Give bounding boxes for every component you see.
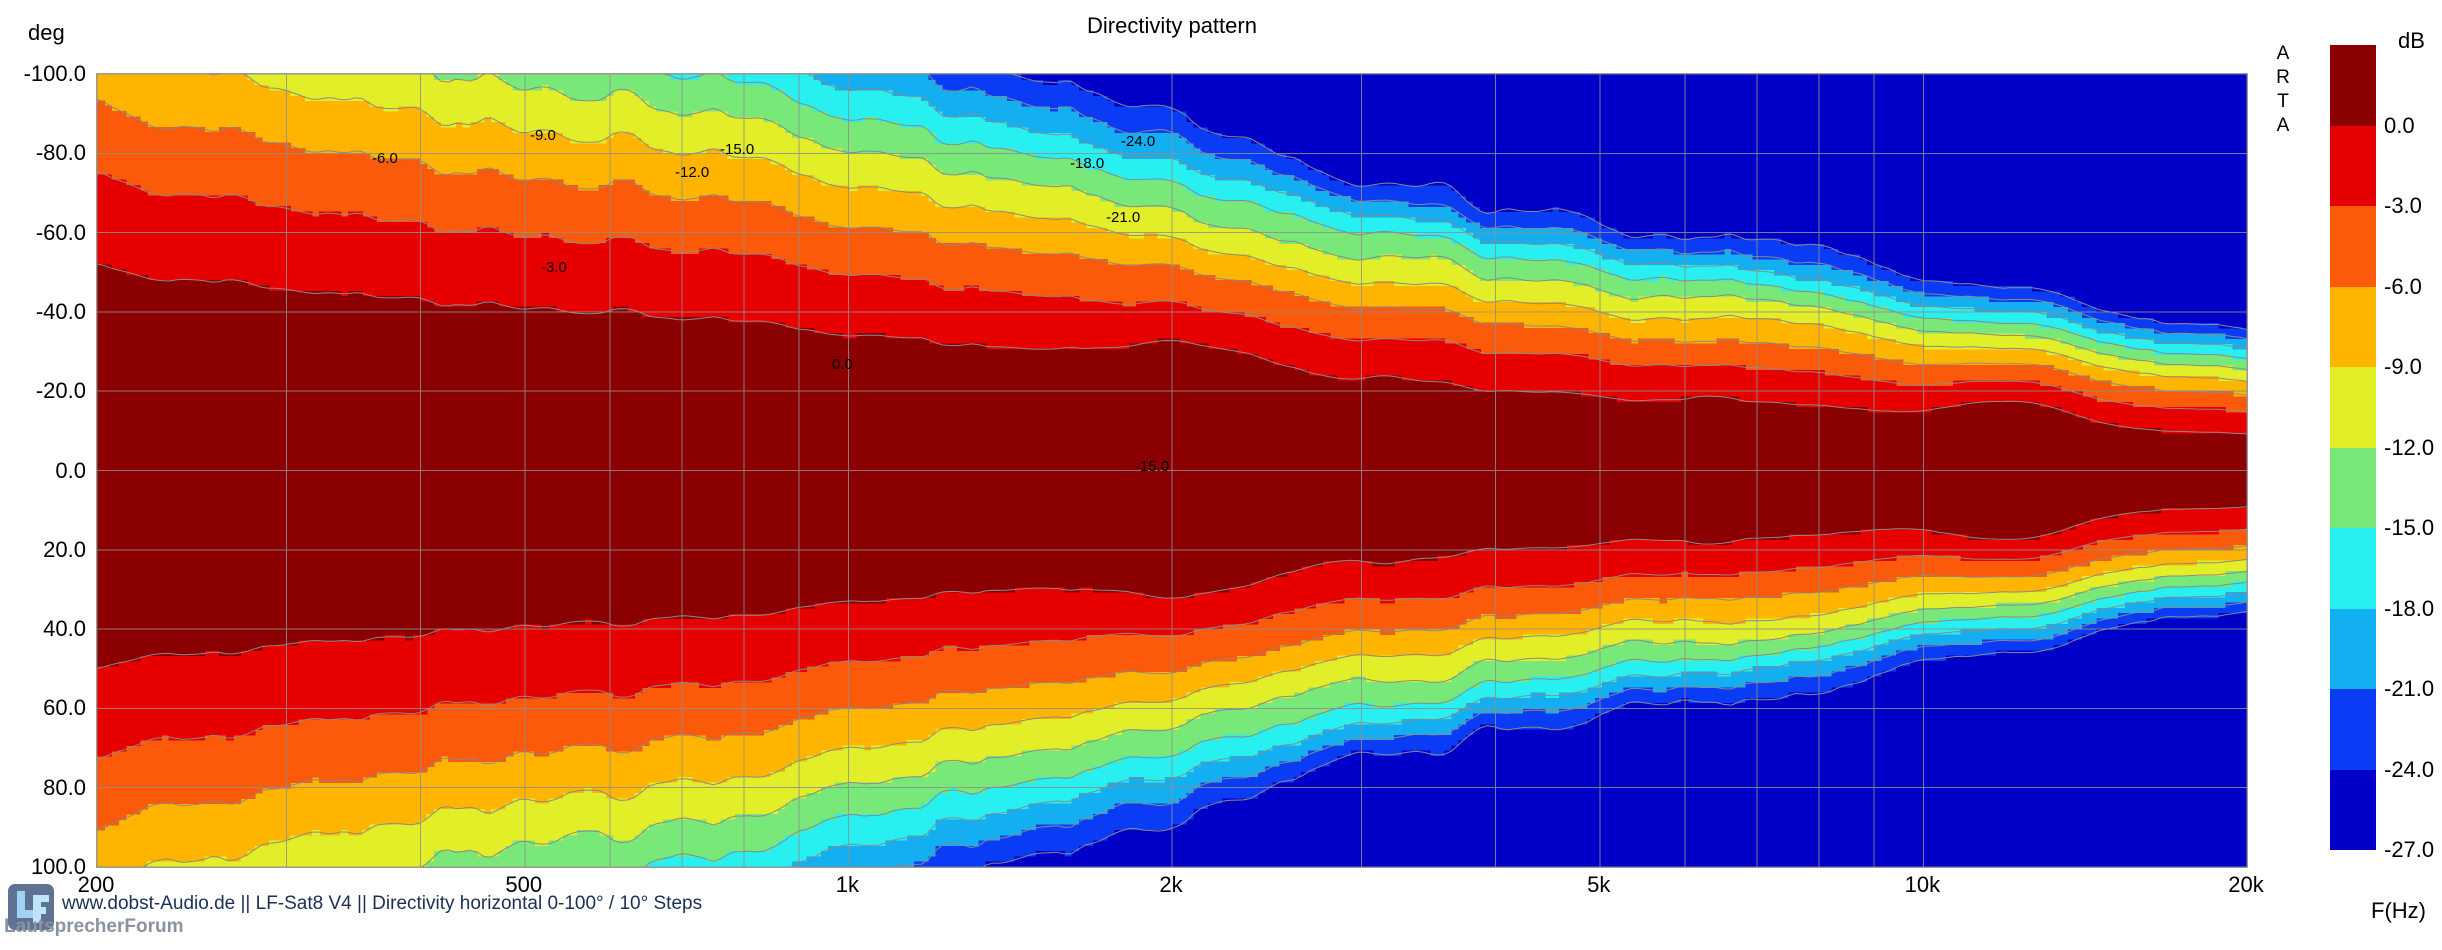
x-tick-label: 10k [1904,872,1941,897]
plot-grid [97,74,2247,867]
y-tick-label: 20.0 [43,536,86,562]
y-tick-label: -40.0 [35,298,86,324]
colorbar-tick-label: -9.0 [2384,354,2422,379]
y-tick-label: -20.0 [35,378,86,404]
colorbar-tick-label: -3.0 [2384,193,2422,218]
contour-label: -12.0 [675,164,709,181]
y-tick-label: -100.0 [23,61,86,86]
contour-label: -15.0 [1135,458,1169,475]
footer-caption: www.dobst-Audio.de || LF-Sat8 V4 || Dire… [62,893,703,914]
colorbar-tick-label: -18.0 [2384,595,2435,621]
colorbar-band [2330,528,2376,609]
y-tick-label: 80.0 [43,774,86,800]
x-tick-label: 200 [77,872,115,897]
colorbar-band [2330,125,2376,206]
colorbar-tick-label: -24.0 [2384,756,2435,782]
y-tick-label: -80.0 [35,140,86,166]
colorbar-tick-label: -12.0 [2384,434,2435,460]
colorbar-tick-label: -15.0 [2384,515,2435,540]
colorbar-band [2330,45,2376,126]
colorbar-tick-label: -27.0 [2384,837,2435,862]
colorbar-band [2330,367,2376,448]
contour-label: -21.0 [1106,209,1140,226]
colorbar-tick-label: -21.0 [2384,676,2435,701]
arta-letter: R [2276,67,2290,88]
colorbar-tick-label: -6.0 [2384,273,2422,299]
colorbar-band [2330,286,2376,367]
logo-text: LautsprecherForum [4,916,184,937]
contour-label: 0.0 [832,356,853,373]
page-title-text: Directivity pattern [1087,13,1257,38]
page-title: Directivity pattern [96,13,2248,39]
y-tick-label: 60.0 [43,695,86,721]
x-tick-label: 2k [1159,872,1183,897]
colorbar-band [2330,689,2376,770]
contour-canvas: -6.0 -9.0 -12.0 -15.0 -24.0 -18.0 -21.0 -3.0 0.0… [97,74,2247,867]
contour-label: -9.0 [530,127,556,144]
lf-logo-icon [8,884,54,930]
contour-band-fill [97,100,2247,831]
colorbar-band [2330,206,2376,287]
arta-letter: A [2276,115,2290,136]
x-tick-label: 5k [1587,872,1611,897]
contour-band-fill [985,74,2247,867]
y-axis-label: deg [28,20,65,45]
colorbar [2330,45,2376,850]
x-tick-label: 1k [835,872,860,897]
contour-label: -24.0 [1121,133,1155,150]
arta-letter: T [2277,91,2289,112]
x-tick-label: 500 [505,872,543,897]
colorbar-band [2330,447,2376,528]
y-tick-label: -60.0 [35,219,86,245]
colorbar-band [2330,608,2376,689]
y-tick-label: 100.0 [30,854,86,879]
contour-label: -6.0 [372,150,398,167]
colorbar-title: dB [2398,28,2425,53]
x-tick-label: 20k [2228,872,2264,897]
contour-label: -3.0 [541,259,567,276]
contour-label: -18.0 [1070,155,1104,172]
colorbar-band [2330,769,2376,850]
colorbar-tick-label: 0.0 [2384,112,2415,138]
arta-letter: A [2276,43,2290,64]
directivity-plot: -6.0 -9.0 -12.0 -15.0 -24.0 -18.0 -21.0 -3.0 0.0… [96,73,2248,868]
y-tick-label: 0.0 [55,457,86,483]
x-axis-label: F(Hz) [2371,898,2426,923]
contour-label: -15.0 [720,141,754,158]
y-tick-label: 40.0 [43,616,86,642]
